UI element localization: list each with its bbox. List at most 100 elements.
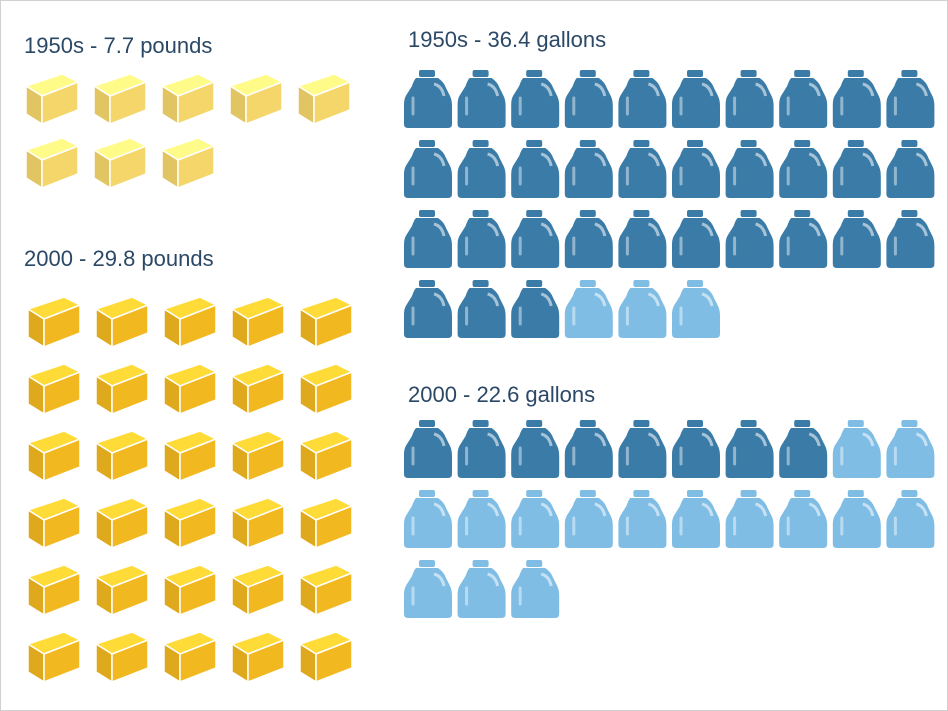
panel-title: 2000 - 29.8 pounds (24, 246, 214, 271)
cheese-side (41, 80, 79, 126)
icon (779, 210, 828, 268)
jug-handle (808, 152, 821, 167)
jug-handle (594, 222, 607, 237)
jug-body (511, 78, 560, 128)
jug-cap (794, 490, 811, 497)
cheese-side (43, 303, 81, 349)
jug-cap (526, 210, 543, 217)
jug-handle (487, 572, 500, 587)
jug-cap (740, 140, 757, 147)
jug-body (457, 288, 506, 338)
jug-cap (579, 210, 596, 217)
cheese-side (245, 80, 283, 126)
icon (886, 140, 935, 198)
cheese-side (177, 80, 215, 126)
jug-body (886, 498, 935, 548)
jug-handle (433, 82, 446, 97)
panel-title: 2000 - 22.6 gallons (408, 382, 595, 407)
jug-body (618, 498, 667, 548)
icon (24, 137, 80, 190)
jug-body (511, 568, 560, 618)
icon (618, 70, 667, 128)
icon (230, 296, 286, 349)
icon (230, 430, 286, 483)
jug-cap (794, 140, 811, 147)
cheese-side (177, 144, 215, 190)
icon (457, 140, 506, 198)
icon (511, 70, 560, 128)
cheese-side (315, 437, 353, 483)
jug-handle (862, 502, 875, 517)
icon (94, 564, 150, 617)
icon (162, 631, 218, 684)
jug-body (672, 428, 720, 478)
jug-handle (487, 82, 500, 97)
icon (162, 497, 218, 550)
icon (564, 70, 613, 128)
jug-cap (633, 70, 650, 77)
jug-cap (901, 70, 918, 77)
cheese-side (111, 638, 149, 684)
jug-handle (433, 502, 446, 517)
cheese-side (315, 370, 353, 416)
jug-body (457, 78, 506, 128)
icon (162, 296, 218, 349)
icon (298, 363, 354, 416)
jug-handle (647, 152, 660, 167)
jug-cap (472, 420, 489, 427)
icon (162, 430, 218, 483)
jug-handle (594, 432, 607, 447)
jug-handle (647, 432, 660, 447)
jug-cap (526, 490, 543, 497)
icon (618, 420, 667, 478)
jug-body (457, 218, 506, 268)
jug-body (564, 218, 613, 268)
icon (832, 70, 881, 128)
cheese-side (43, 437, 81, 483)
jug-cap (472, 280, 489, 287)
jug-body (404, 428, 452, 478)
icon (725, 210, 774, 268)
icon (298, 430, 354, 483)
icon (618, 140, 667, 198)
jug-handle (862, 152, 875, 167)
jug-body (404, 568, 452, 618)
icon (94, 631, 150, 684)
jug-cap (419, 420, 435, 427)
jug-handle (594, 152, 607, 167)
jug-body (725, 148, 774, 198)
icon (564, 210, 613, 268)
jug-cap (472, 140, 489, 147)
jug-handle (433, 292, 446, 307)
jug-body (564, 498, 613, 548)
jug-cap (419, 70, 435, 77)
jug-cap (794, 420, 811, 427)
jug-body (404, 498, 452, 548)
icon (832, 140, 881, 198)
jug-handle (862, 432, 875, 447)
jug-cap (472, 210, 489, 217)
jug-handle (915, 82, 928, 97)
jug-cap (579, 140, 596, 147)
cheese-side (247, 638, 285, 684)
jug-handle (701, 292, 714, 307)
icon (92, 137, 148, 190)
cheese-side (315, 571, 353, 617)
cheese-side (315, 504, 353, 550)
jug-cap (526, 280, 543, 287)
jug-body (779, 498, 828, 548)
jug-cap (687, 70, 703, 77)
cheese-side (313, 80, 351, 126)
jug-handle (915, 502, 928, 517)
cheese-side (179, 303, 217, 349)
jug-cap (633, 420, 650, 427)
jug-cap (633, 140, 650, 147)
jug-handle (487, 152, 500, 167)
icon (298, 296, 354, 349)
cheese-side (109, 80, 147, 126)
jug-handle (755, 82, 768, 97)
jug-body (886, 218, 935, 268)
jug-handle (433, 572, 446, 587)
icon (779, 420, 828, 478)
